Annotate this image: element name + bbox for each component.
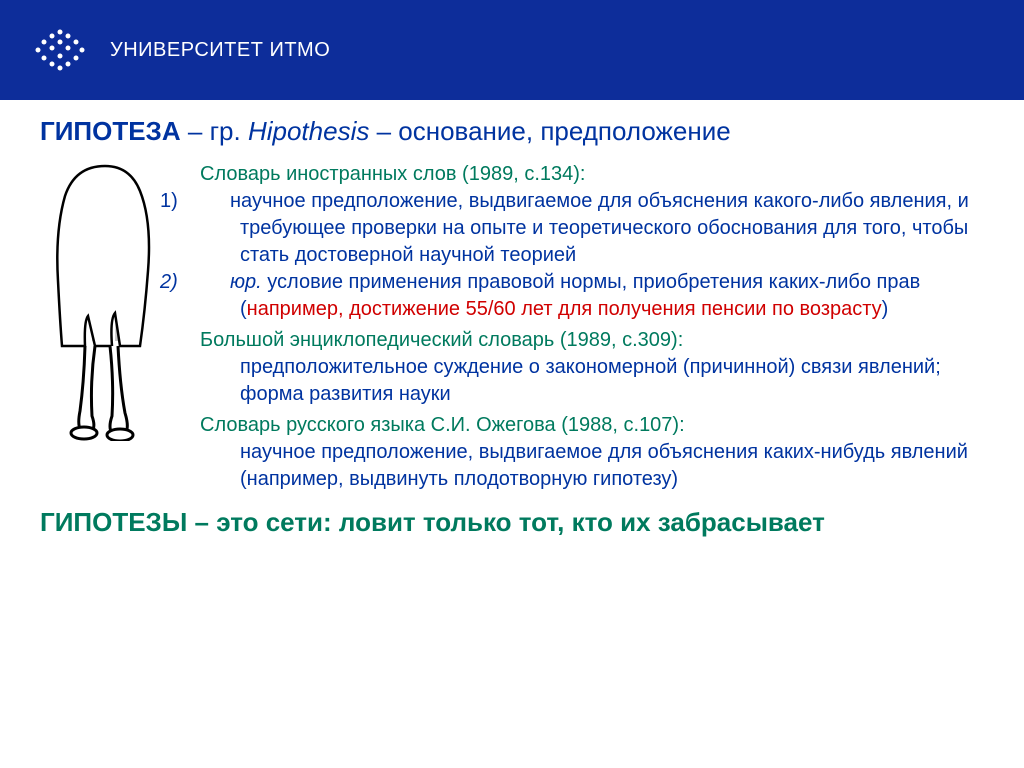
- slide-title: ГИПОТЕЗА – гр. Hipothesis – основание, п…: [0, 100, 1024, 151]
- definition-2: 2)юр. условие применения правовой нормы,…: [200, 269, 994, 323]
- title-etym-word: Hipothesis: [248, 116, 369, 146]
- itmo-logo-icon: [30, 26, 90, 74]
- university-name: УНИВЕРСИТЕТ ИТМО: [110, 39, 330, 62]
- definition-1: 1)научное предположение, выдвигаемое для…: [200, 188, 994, 269]
- source-encyclopedic-dict: Большой энциклопедический словарь (1989,…: [200, 327, 994, 354]
- def2-close: ): [882, 298, 889, 320]
- title-sep: –: [181, 116, 210, 146]
- definition-encyclopedic: предположительное суждение о закономерно…: [200, 354, 994, 408]
- title-etym-suffix: – основание, предположение: [369, 116, 730, 146]
- source-ozhegov-dict: Словарь русского языка С.И. Ожегова (198…: [200, 412, 994, 439]
- definition-ozhegov: научное предположение, выдвигаемое для о…: [200, 439, 994, 493]
- def1-number: 1): [200, 188, 230, 215]
- closing-quote: ГИПОТЕЗЫ – это сети: ловит только тот, к…: [0, 493, 1024, 538]
- title-etym-prefix: гр.: [210, 116, 248, 146]
- title-word: ГИПОТЕЗА: [40, 116, 181, 146]
- header-band: УНИВЕРСИТЕТ ИТМО: [0, 0, 1024, 100]
- def2-prefix: юр.: [230, 271, 262, 293]
- content-row: Словарь иностранных слов (1989, с.134): …: [0, 151, 1024, 493]
- def2-number: 2): [200, 269, 230, 296]
- def2-example: например, достижение 55/60 лет для получ…: [247, 298, 882, 320]
- definitions: Словарь иностранных слов (1989, с.134): …: [190, 151, 994, 493]
- def1-text: научное предположение, выдвигаемое для о…: [230, 190, 969, 266]
- source-foreign-dict: Словарь иностранных слов (1989, с.134):: [200, 161, 994, 188]
